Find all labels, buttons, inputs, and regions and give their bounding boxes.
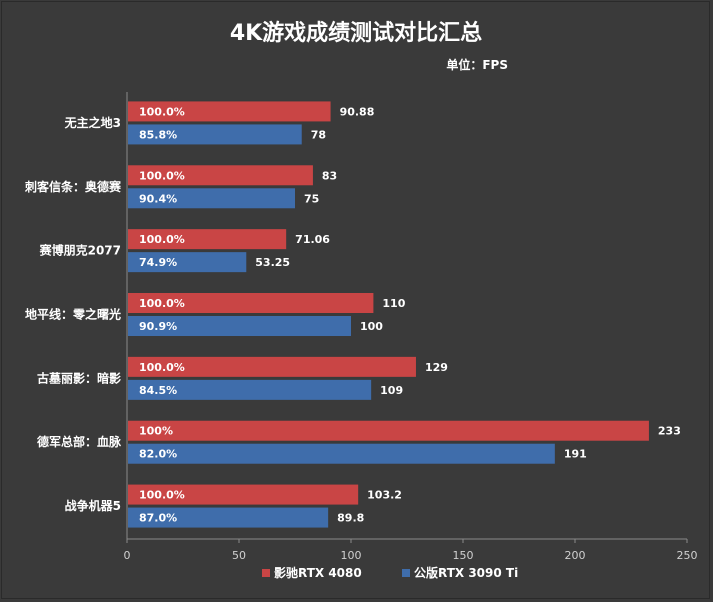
bar [128,379,372,400]
value-label: 83 [322,169,337,182]
bar [128,101,331,122]
value-label: 90.88 [340,105,375,118]
legend-swatch [262,569,270,577]
bar [128,293,374,313]
percent-label: 90.4% [139,192,177,205]
value-label: 75 [304,192,319,205]
value-label: 103.2 [367,489,402,502]
percent-label: 100.0% [139,297,185,310]
bar [128,356,416,377]
category-label: 战争机器5 [65,498,121,513]
x-tick-label: 50 [232,549,246,562]
bar [128,420,649,441]
percent-label: 100.0% [139,489,185,502]
unit-label: 单位：FPS [446,57,508,72]
bar [128,484,359,505]
percent-label: 84.5% [139,384,177,397]
chart-title: 4K游戏成绩测试对比汇总 [230,20,482,46]
x-tick-label: 0 [124,549,131,562]
value-label: 110 [382,297,405,310]
percent-label: 100.0% [139,361,185,374]
bar [128,188,295,209]
percent-label: 87.0% [139,512,177,525]
x-tick-label: 100 [341,549,362,562]
percent-label: 74.9% [139,256,177,269]
percent-label: 85.8% [139,128,177,141]
percent-label: 82.0% [139,448,177,461]
bar [128,507,329,528]
plot-area: 0 50 100 150 200 250 无主之地3 100.0% 90.88 85.8% 78 刺客… [24,92,698,562]
value-label: 89.8 [337,512,364,525]
value-label: 191 [564,448,587,461]
value-label: 233 [658,425,681,438]
value-label: 109 [380,384,403,397]
category-label: 地平线：零之曙光 [25,307,121,322]
legend: 影驰RTX 4080 公版RTX 3090 Ti [262,565,518,580]
category-label: 刺客信条：奥德赛 [24,179,122,194]
category-label: 无主之地3 [64,115,121,130]
value-label: 71.06 [295,233,330,246]
percent-label: 90.9% [139,320,177,333]
bar [128,316,351,336]
percent-label: 100% [139,425,173,438]
percent-label: 100.0% [139,233,185,246]
legend-swatch [402,569,410,577]
bar [128,165,313,186]
legend-label: 影驰RTX 4080 [274,565,362,580]
bar [128,443,555,464]
percent-label: 100.0% [139,105,185,118]
bar [128,252,247,273]
category-label: 赛博朋克2077 [39,243,121,258]
value-label: 100 [360,320,383,333]
value-label: 78 [311,128,326,141]
value-label: 53.25 [255,256,290,269]
bar [128,124,302,145]
category-label: 古墓丽影：暗影 [37,370,121,385]
x-tick-label: 150 [453,549,474,562]
value-label: 129 [425,361,448,374]
x-tick-label: 200 [565,549,586,562]
legend-label: 公版RTX 3090 Ti [414,565,518,580]
bar [128,229,287,250]
x-tick-label: 250 [677,549,698,562]
percent-label: 100.0% [139,169,185,182]
category-label: 德军总部：血脉 [37,434,122,449]
